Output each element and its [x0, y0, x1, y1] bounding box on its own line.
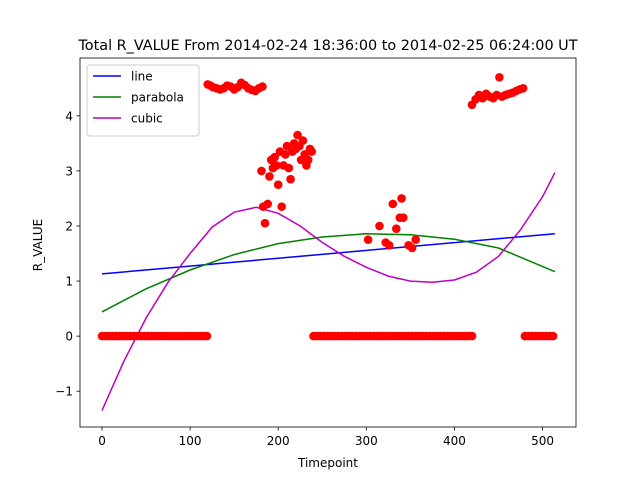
x-tick-label: 300: [355, 434, 378, 448]
x-tick-label: 200: [267, 434, 290, 448]
y-tick-label: 1: [65, 275, 73, 289]
y-axis-label: R_VALUE: [31, 219, 45, 271]
legend-label-cubic: cubic: [131, 112, 163, 126]
scatter-point: [303, 155, 313, 165]
x-tick-label: 500: [531, 434, 554, 448]
x-axis-label: Timepoint: [297, 456, 358, 470]
axes: 0 100 200 300 400 500 −1 0 1 2 3 4: [55, 57, 577, 448]
scatter-point: [286, 174, 295, 184]
scatter-point: [202, 331, 212, 341]
x-tick-label: 400: [443, 434, 466, 448]
scatter-point: [384, 241, 394, 250]
scatter-point: [518, 84, 528, 93]
scatter-point: [411, 235, 421, 244]
scatter-point: [363, 235, 373, 244]
scatter-point: [277, 202, 287, 211]
scatter-point: [265, 172, 274, 181]
plot-frame: [79, 57, 577, 428]
scatter-point: [375, 221, 384, 231]
y-tick-label: 4: [65, 109, 73, 123]
scatter-point: [272, 161, 281, 170]
x-tick-label: 100: [179, 434, 202, 448]
series-line-parabola: [101, 232, 556, 313]
scatter-point: [495, 73, 504, 82]
scatter-point: [282, 141, 292, 151]
scatter-point: [258, 82, 267, 91]
scatter-point: [260, 218, 270, 228]
y-tick-label: 0: [65, 330, 73, 344]
scatter-point: [388, 199, 398, 209]
x-tick-label: 0: [98, 434, 106, 448]
y-tick-label: 2: [65, 219, 73, 233]
y-tick-label: −1: [55, 385, 73, 399]
scatter-point: [281, 150, 290, 159]
scatter-point: [392, 224, 401, 233]
scatter-point: [407, 243, 417, 253]
scatter-point: [397, 194, 406, 203]
scatter-point: [293, 130, 302, 140]
scatter-point: [399, 213, 408, 222]
legend-label-line: line: [131, 70, 153, 84]
scatter-point: [548, 331, 558, 341]
series-line-cubic: [101, 172, 556, 411]
y-tick-label: 3: [65, 164, 73, 178]
scatter-point: [273, 180, 283, 189]
series-line-line: [101, 232, 555, 275]
scatter-point: [467, 331, 477, 341]
plot-marks: [97, 73, 558, 411]
legend-label-parabola: parabola: [131, 91, 184, 105]
legend: line parabola cubic: [86, 64, 200, 137]
scatter-point: [298, 136, 308, 145]
scatter-point: [257, 166, 266, 176]
scatter-point: [284, 163, 294, 173]
scatter-point: [270, 152, 280, 162]
scatter-point: [263, 199, 273, 209]
chart-title: Total R_VALUE From 2014-02-24 18:36:00 t…: [77, 38, 577, 54]
scatter-point: [307, 147, 317, 156]
